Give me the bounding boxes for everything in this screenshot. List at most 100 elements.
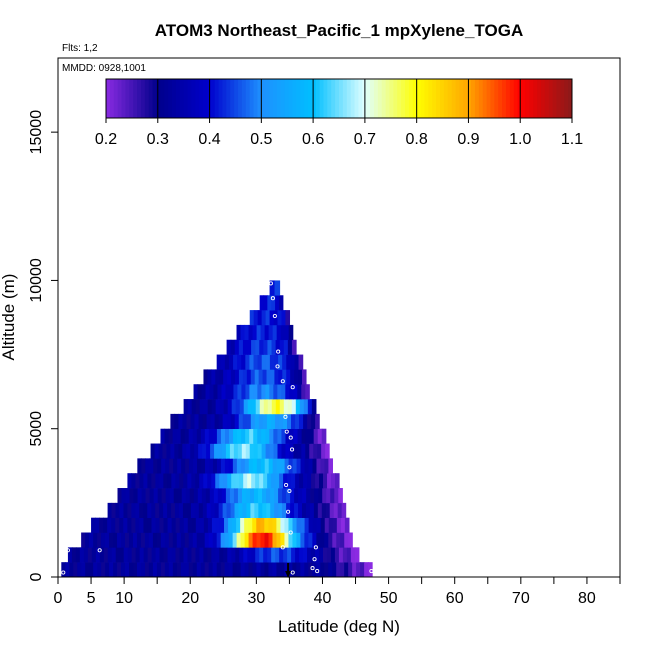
heat-cell — [224, 517, 229, 533]
heat-cell — [256, 458, 262, 474]
heat-cell — [150, 443, 156, 459]
x-tick-label: 5 — [87, 590, 96, 607]
heat-cell — [173, 488, 179, 504]
heat-cell — [291, 413, 296, 430]
colorbar-tick-label: 0.8 — [406, 131, 428, 148]
x-tick-label: 10 — [115, 590, 133, 607]
heat-cell — [183, 473, 188, 489]
heat-cell — [206, 413, 212, 430]
heat-cell — [73, 562, 78, 578]
colorbar-segment — [109, 79, 115, 118]
heat-cell — [291, 339, 297, 355]
heat-cell — [169, 458, 174, 474]
x-tick-label: 0 — [54, 590, 63, 607]
heat-cell — [288, 324, 294, 341]
heat-cell — [340, 562, 345, 578]
heat-cell — [155, 502, 160, 518]
heat-cell — [316, 517, 322, 533]
colorbar-segment — [234, 79, 239, 118]
heat-cell — [77, 562, 82, 578]
heat-cell — [344, 562, 349, 578]
colorbar-segment — [560, 79, 565, 118]
heat-cell — [292, 562, 297, 578]
heat-cell — [284, 324, 290, 341]
heat-cell — [228, 517, 233, 533]
heat-cell — [269, 354, 275, 370]
colorbar-segment — [447, 79, 453, 118]
heat-cell — [235, 473, 240, 489]
colorbar-segment — [525, 79, 530, 118]
heat-cell — [149, 458, 154, 474]
heat-cell — [187, 547, 193, 563]
track-point — [283, 414, 288, 419]
heat-cell — [263, 547, 268, 563]
heat-cell — [299, 399, 305, 415]
heat-cell — [306, 488, 311, 504]
colorbar-segment — [366, 79, 371, 118]
heat-cell — [257, 354, 263, 370]
heat-cell — [147, 473, 152, 489]
heat-cell — [230, 413, 236, 430]
colorbar-segment — [467, 79, 472, 118]
plot-frame — [57, 57, 621, 578]
heat-cell — [328, 517, 334, 533]
heat-cell — [240, 458, 246, 474]
heat-cell — [216, 428, 222, 444]
heat-cell — [216, 354, 222, 370]
y-tick-label: 5000 — [28, 411, 45, 447]
heat-cell — [316, 532, 321, 548]
heat-cell — [238, 413, 244, 430]
heat-cell — [195, 473, 200, 489]
heat-cell — [221, 384, 227, 400]
heat-cell — [206, 443, 211, 459]
heat-cell — [277, 310, 283, 326]
heat-cell — [229, 443, 235, 459]
heat-cell — [233, 354, 238, 370]
colorbar-segment — [342, 79, 348, 118]
heat-cell — [204, 562, 210, 578]
colorbar-segment — [269, 79, 274, 118]
heat-cell — [217, 488, 223, 504]
heat-cell — [257, 428, 262, 444]
heat-cell — [192, 428, 198, 444]
heat-cell — [282, 354, 287, 370]
heat-cell — [294, 369, 299, 385]
heat-cell — [261, 384, 266, 400]
heat-cell — [160, 562, 166, 578]
heat-cell — [143, 517, 149, 533]
heat-cell — [312, 532, 317, 548]
heat-cell — [272, 324, 278, 341]
heat-cell — [171, 502, 176, 518]
heat-cell — [299, 413, 304, 430]
heat-cell — [160, 532, 166, 548]
heat-cell — [284, 517, 290, 533]
heat-cell — [285, 443, 291, 459]
colorbar-segment — [238, 79, 243, 118]
heat-cell — [203, 547, 208, 563]
heat-cell — [276, 517, 282, 533]
heat-cell — [236, 532, 242, 548]
heat-cell — [135, 473, 140, 489]
heat-cell — [199, 547, 205, 563]
heat-cell — [203, 517, 209, 533]
heat-cell — [189, 488, 195, 504]
colorbar-segment — [564, 79, 569, 118]
heat-cell — [295, 413, 300, 430]
heat-cell — [165, 458, 170, 474]
heat-cell — [258, 502, 263, 518]
heat-cell — [282, 413, 288, 430]
heat-cell — [159, 473, 164, 489]
colorbar-tick-label: 1.0 — [509, 131, 531, 148]
colorbar-segment — [245, 79, 251, 118]
heat-cell — [298, 502, 303, 518]
heat-cell — [281, 384, 286, 400]
chart-title: ATOM3 Northeast_Pacific_1 mpXylene_TOGA — [155, 21, 523, 40]
heat-cell — [220, 562, 226, 578]
heat-cell — [89, 562, 94, 578]
heat-cell — [107, 517, 112, 533]
heat-cell — [215, 547, 220, 563]
heat-cell — [336, 517, 342, 533]
heat-cell — [156, 562, 162, 578]
heat-cell — [259, 473, 264, 489]
heat-cell — [171, 473, 176, 489]
